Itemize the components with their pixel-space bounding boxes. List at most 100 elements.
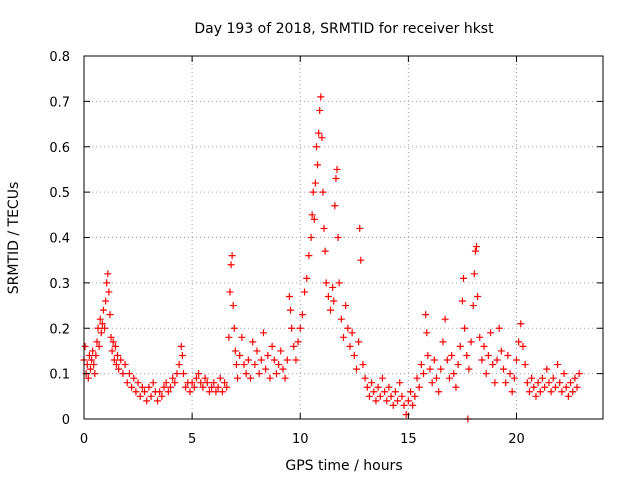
data-point	[495, 324, 503, 332]
data-point	[463, 351, 471, 359]
data-point	[365, 392, 373, 400]
x-axis-ticks: 0 5 10 15 20	[80, 56, 525, 447]
data-point	[83, 361, 91, 369]
data-point	[270, 356, 278, 364]
data-point	[445, 374, 453, 382]
data-point	[115, 365, 123, 373]
data-point	[275, 361, 283, 369]
data-point	[162, 379, 170, 387]
data-point	[230, 324, 238, 332]
data-point	[272, 370, 280, 378]
data-point	[121, 361, 129, 369]
data-point	[361, 374, 369, 382]
data-point	[102, 297, 110, 305]
data-point	[519, 342, 527, 350]
data-point	[90, 361, 98, 369]
data-point	[123, 379, 131, 387]
data-point	[510, 374, 518, 382]
data-point	[301, 288, 309, 296]
data-point	[558, 388, 566, 396]
data-point	[469, 302, 477, 310]
data-point	[545, 379, 553, 387]
data-point	[374, 383, 382, 391]
x-tick-label: 5	[188, 432, 196, 447]
data-point	[136, 392, 144, 400]
data-point	[432, 374, 440, 382]
data-point	[164, 388, 172, 396]
data-point	[560, 370, 568, 378]
data-point	[389, 401, 397, 409]
data-point	[448, 351, 456, 359]
data-point	[482, 370, 490, 378]
chart-title: Day 193 of 2018, SRMTID for receiver hks…	[194, 21, 494, 37]
data-point	[92, 351, 100, 359]
data-point	[355, 338, 363, 346]
data-point	[167, 383, 174, 391]
data-point	[370, 388, 378, 396]
data-point	[549, 374, 557, 382]
data-point	[108, 347, 116, 355]
data-point	[104, 270, 112, 278]
data-point	[195, 370, 203, 378]
data-point	[356, 224, 364, 232]
data-point	[567, 379, 575, 387]
data-point	[478, 356, 486, 364]
data-point	[327, 306, 335, 314]
data-point	[292, 356, 300, 364]
data-point	[277, 347, 285, 355]
data-point	[309, 188, 317, 196]
data-point	[493, 356, 501, 364]
data-point	[214, 383, 222, 391]
data-point	[249, 338, 257, 346]
data-point	[487, 329, 495, 337]
data-point	[352, 365, 360, 373]
data-point	[143, 397, 151, 405]
data-point	[145, 383, 153, 391]
data-point	[415, 383, 423, 391]
data-point	[109, 338, 117, 346]
data-point	[149, 379, 157, 387]
data-point	[255, 370, 263, 378]
data-point	[178, 351, 186, 359]
data-point	[226, 288, 234, 296]
data-point	[279, 365, 287, 373]
data-point	[221, 379, 229, 387]
data-point	[346, 342, 354, 350]
y-tick-label: 0.4	[49, 232, 70, 247]
data-point	[320, 224, 328, 232]
data-point	[225, 333, 233, 341]
data-point	[321, 247, 329, 255]
data-point	[156, 388, 164, 396]
data-point	[253, 347, 261, 355]
data-point	[439, 338, 447, 346]
data-point	[212, 388, 220, 396]
data-point	[411, 392, 419, 400]
data-point	[281, 374, 289, 382]
data-point	[259, 329, 267, 337]
data-point	[314, 161, 322, 169]
data-point	[424, 351, 432, 359]
data-point	[472, 243, 480, 251]
grid-lines	[84, 56, 603, 419]
data-point	[125, 370, 133, 378]
data-point	[141, 388, 149, 396]
data-point	[329, 283, 337, 291]
data-point	[192, 374, 200, 382]
data-point	[556, 379, 564, 387]
data-point	[470, 270, 478, 278]
x-tick-label: 0	[80, 432, 88, 447]
data-point	[569, 388, 577, 396]
data-point	[182, 383, 190, 391]
data-point	[188, 379, 196, 387]
data-point	[441, 315, 449, 323]
data-point	[110, 356, 118, 364]
data-point	[296, 324, 304, 332]
data-point	[573, 383, 581, 391]
data-point	[319, 188, 327, 196]
data-point	[86, 365, 94, 373]
data-point	[394, 397, 402, 405]
data-point	[554, 361, 562, 369]
data-point	[396, 379, 404, 387]
data-point	[543, 365, 551, 373]
data-point	[88, 356, 96, 364]
